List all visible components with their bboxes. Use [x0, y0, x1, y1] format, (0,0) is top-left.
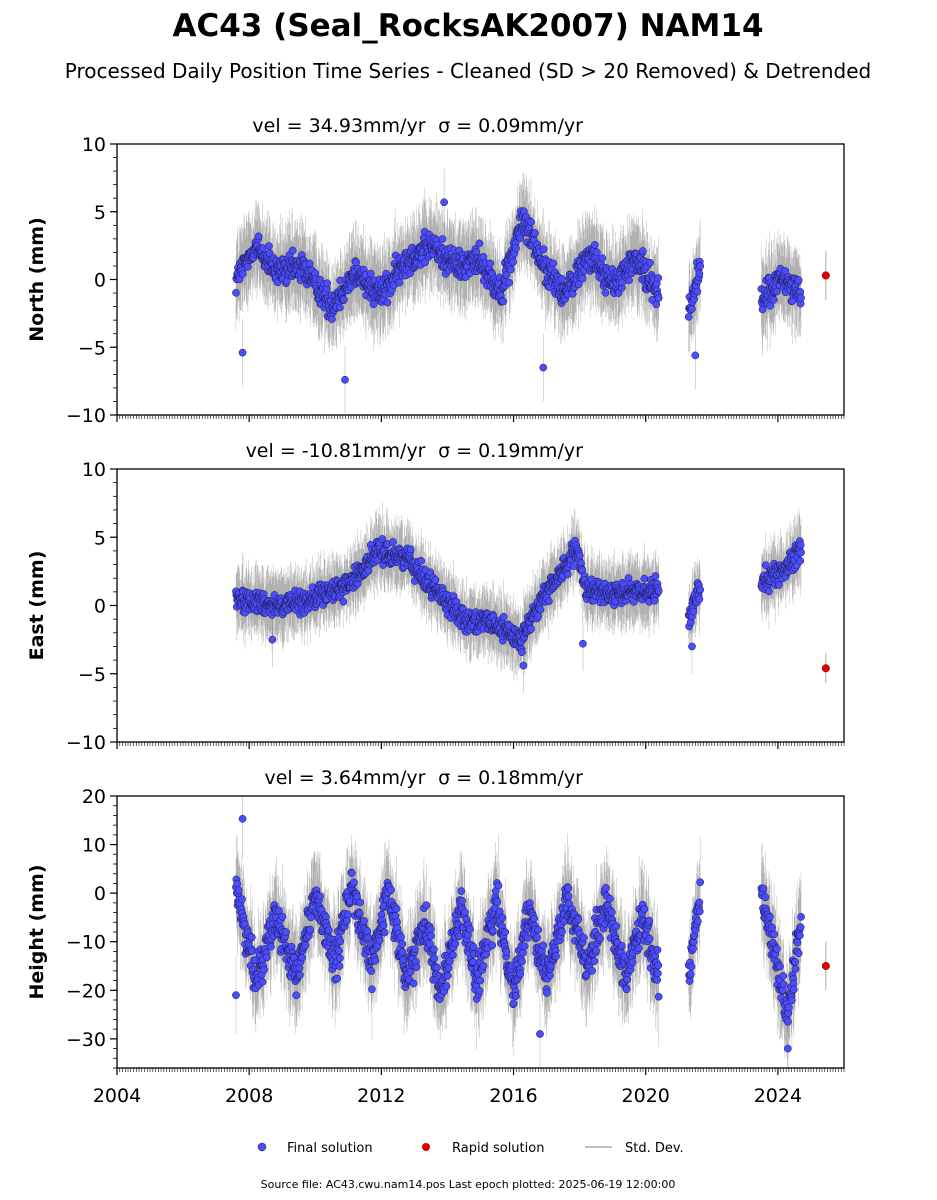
final-point — [369, 300, 378, 309]
final-point — [499, 613, 508, 621]
panel-title-sigma: σ = 0.19mm/yr — [438, 440, 583, 462]
final-point — [336, 303, 344, 312]
final-points — [232, 198, 805, 384]
panel-title-vel: vel = -10.81mm/yr — [246, 440, 426, 462]
y-tick-label: 0 — [94, 270, 106, 292]
final-point — [406, 545, 415, 554]
final-point — [282, 277, 291, 286]
final-point — [389, 538, 397, 546]
final-point — [364, 567, 373, 575]
final-point — [499, 297, 508, 306]
final-point — [378, 535, 387, 543]
y-tick-label: 10 — [82, 134, 106, 156]
panel-title-vel: vel = 34.93mm/yr — [252, 115, 425, 137]
final-point — [383, 298, 392, 307]
final-point — [558, 274, 566, 283]
final-point — [549, 259, 558, 268]
final-point — [475, 239, 484, 248]
final-point — [640, 574, 649, 583]
final-point — [531, 229, 539, 237]
final-point — [506, 265, 515, 274]
final-point — [654, 294, 663, 302]
final-point — [695, 269, 704, 278]
panel-2: vel = -10.81mm/yr σ = 0.19mm/yr−10−50510E… — [26, 440, 845, 754]
final-point — [509, 258, 517, 266]
final-point — [366, 269, 375, 278]
final-point — [258, 244, 267, 252]
final-point — [569, 562, 578, 570]
final-point — [625, 276, 633, 285]
final-point — [395, 278, 404, 287]
final-point — [421, 258, 429, 267]
final-point — [769, 296, 778, 304]
final-point — [505, 278, 514, 287]
final-points — [232, 535, 805, 670]
final-point — [486, 259, 494, 268]
final-point — [654, 274, 663, 282]
final-point — [598, 254, 607, 263]
final-point — [650, 596, 659, 605]
final-point — [601, 288, 610, 297]
final-point — [431, 575, 440, 584]
final-point — [646, 258, 654, 267]
final-point — [232, 288, 240, 297]
panel-title-sigma: σ = 0.09mm/yr — [438, 115, 583, 137]
final-point — [305, 259, 314, 268]
final-point — [417, 556, 426, 565]
final-point — [590, 241, 599, 249]
y-tick-label: −10 — [66, 405, 106, 427]
final-point — [539, 245, 548, 254]
final-point — [323, 279, 332, 288]
final-point — [781, 267, 790, 275]
final-point — [527, 625, 535, 633]
final-point — [564, 570, 572, 579]
final-point — [575, 551, 584, 560]
final-point — [406, 269, 414, 278]
final-point — [684, 313, 693, 321]
final-point — [794, 276, 803, 284]
final-point — [797, 294, 805, 302]
final-point — [512, 244, 520, 253]
final-point — [265, 242, 273, 250]
panels: vel = 34.93mm/yr σ = 0.09mm/yr −10 −5 0 5 10 No… — [26, 115, 845, 1107]
final-point — [518, 648, 526, 657]
final-point-outlier — [341, 375, 349, 384]
panel-1: vel = 34.93mm/yr σ = 0.09mm/yr −10 −5 0 5 10 No… — [26, 115, 845, 427]
final-point — [638, 247, 647, 255]
final-point-outlier — [238, 348, 247, 357]
final-point — [534, 612, 542, 620]
y-tick-label: −5 — [78, 337, 106, 359]
plot-area — [232, 501, 830, 693]
final-point-outlier — [440, 198, 448, 207]
final-point — [288, 246, 297, 255]
final-point — [651, 572, 660, 580]
final-point — [688, 305, 696, 313]
final-point-outlier — [539, 363, 548, 372]
final-point — [244, 262, 252, 271]
final-point — [696, 262, 705, 270]
rapid-point — [821, 271, 830, 280]
final-point — [339, 295, 348, 304]
final-point — [254, 232, 263, 241]
y-axis-label: North (mm) — [26, 217, 48, 342]
figure-subtitle: Processed Daily Position Time Series - C… — [65, 59, 871, 83]
final-point — [516, 234, 525, 243]
final-point — [578, 274, 587, 283]
plot-area — [232, 168, 830, 414]
final-point — [502, 271, 511, 279]
final-point — [592, 248, 601, 257]
final-point — [536, 605, 545, 614]
final-point — [339, 597, 348, 606]
y-tick-label: 5 — [94, 202, 106, 224]
final-point — [527, 218, 535, 226]
final-point-outlier — [691, 351, 700, 360]
final-point — [654, 587, 663, 595]
final-point — [544, 597, 553, 606]
figure-title: AC43 (Seal_RocksAK2007) NAM14 — [172, 8, 763, 44]
final-point — [238, 270, 247, 278]
final-point — [693, 287, 702, 296]
final-point — [438, 235, 447, 243]
